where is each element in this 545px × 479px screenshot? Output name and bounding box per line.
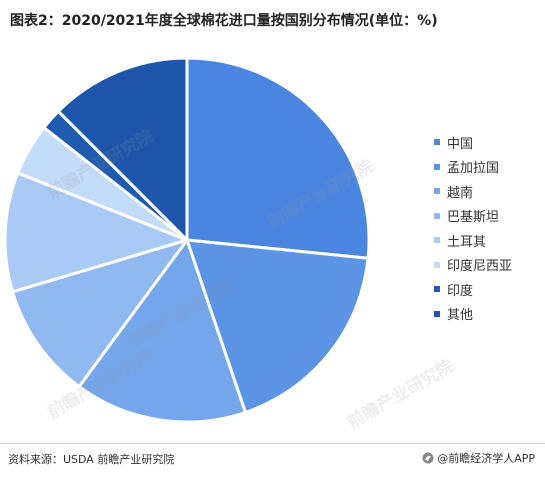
legend-swatch: [434, 139, 440, 146]
chart-title: 图表2：2020/2021年度全球棉花进口量按国别分布情况(单位：%): [10, 13, 438, 29]
source-note: 资料来源：USDA 前瞻产业研究院: [8, 453, 175, 466]
brand-text: @前瞻经济学人APP: [437, 452, 535, 465]
legend-label: 巴基斯坦: [447, 210, 500, 226]
pie-slice-4: [11, 238, 189, 389]
pie-slice-3: [77, 238, 247, 424]
legend-swatch: [434, 261, 440, 268]
legend-item: 孟加拉国: [434, 155, 512, 180]
footer-divider: [0, 443, 545, 444]
pie-slice-8: [56, 56, 189, 242]
legend-swatch: [434, 310, 440, 317]
legend-item: 土耳其: [434, 228, 512, 253]
legend-item: 其他: [434, 302, 512, 327]
legend-swatch: [434, 212, 440, 219]
pie-slice-1: [185, 56, 371, 260]
qianzhan-logo-icon: [422, 452, 434, 464]
legend-swatch: [434, 163, 440, 170]
legend-swatch: [434, 188, 440, 195]
pie-slice-5: [3, 171, 189, 294]
brand-credit: @前瞻经济学人APP: [422, 450, 535, 466]
legend-item: 越南: [434, 179, 512, 204]
legend-label: 印度尼西亚: [447, 259, 513, 275]
legend-label: 土耳其: [447, 234, 487, 250]
legend-label: 中国: [447, 136, 474, 152]
legend-item: 巴基斯坦: [434, 204, 512, 229]
legend-swatch: [434, 286, 440, 293]
legend-item: 印度: [434, 277, 512, 302]
legend-label: 印度: [447, 283, 474, 299]
legend-item: 印度尼西亚: [434, 253, 512, 278]
chart-legend: 中国孟加拉国越南巴基斯坦土耳其印度尼西亚印度其他: [434, 130, 512, 326]
legend-swatch: [434, 237, 440, 244]
legend-item: 中国: [434, 130, 512, 155]
legend-label: 其他: [447, 308, 474, 324]
legend-label: 孟加拉国: [447, 161, 500, 177]
legend-label: 越南: [447, 185, 474, 201]
